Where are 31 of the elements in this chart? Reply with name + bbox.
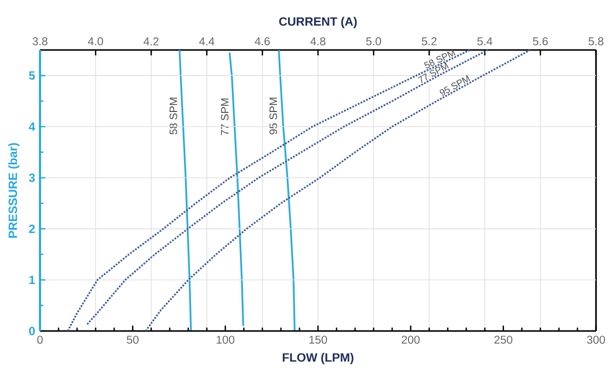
x2-axis-title: CURRENT (A) [279, 16, 357, 28]
x-tick-label: 250 [494, 336, 512, 344]
line-series [144, 49, 532, 332]
y-tick-label: 1 [29, 276, 35, 284]
x-tick-label: 300 [586, 336, 606, 344]
y-tick-label: 3 [28, 173, 35, 182]
x2-tick-label: 5.0 [366, 37, 382, 46]
x2-tick-label: 5.2 [422, 37, 437, 46]
x2-tick-label: 4.2 [144, 37, 159, 46]
x2-tick-label: 4.4 [199, 37, 214, 46]
x2-tick-label: 5.8 [588, 37, 604, 46]
text: 95 SPM [270, 98, 278, 134]
x-tick-label: 200 [402, 336, 420, 344]
y-tick-label: 2 [29, 224, 35, 234]
x2-tick-label: 5.4 [477, 37, 492, 46]
x-tick-label: 150 [309, 336, 328, 344]
y-tick-label: 0 [29, 326, 35, 336]
text: 58 SPM [170, 98, 178, 134]
text: 95 SPM [440, 75, 470, 96]
y-axis-title: PRESSURE (bar) [8, 143, 20, 238]
y-tick-label: 5 [28, 71, 35, 80]
x2-tick-label: 4.8 [310, 37, 326, 46]
x-tick-label: 0 [37, 336, 43, 344]
x2-tick-label: 3.8 [32, 37, 48, 46]
x-tick-label: 50 [126, 336, 139, 344]
x2-tick-label: 5.6 [532, 37, 548, 46]
x2-tick-label: 4.6 [254, 37, 270, 46]
x2-tick-label: 4.0 [88, 37, 104, 46]
x-axis-title: FLOW (LPM) [282, 352, 354, 364]
y-tick-label: 4 [28, 122, 36, 131]
x-tick-label: 100 [216, 336, 234, 344]
